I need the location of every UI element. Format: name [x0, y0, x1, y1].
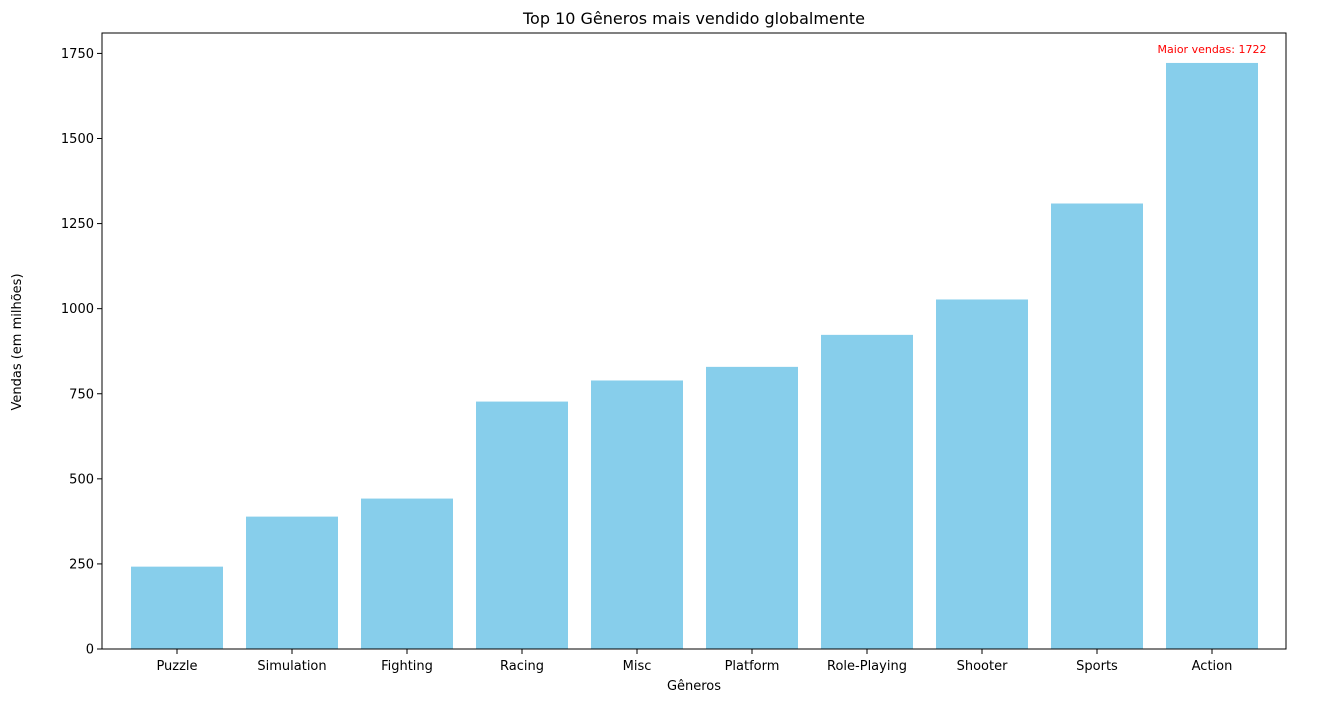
plot-frame — [101, 32, 1287, 650]
bar-platform — [706, 366, 798, 649]
x-tick-label: Action — [1192, 659, 1233, 674]
x-tick-label: Sports — [1076, 659, 1118, 674]
bar-racing — [476, 401, 568, 649]
plot-area: 0 250 500 750 1000 1250 1500 1750 Puzzle Simulati… — [61, 32, 1287, 674]
x-axis-label: Gêneros — [667, 679, 721, 694]
x-tick-label: Simulation — [257, 659, 326, 674]
y-tick-label: 250 — [69, 557, 94, 572]
x-tick-label: Misc — [623, 659, 652, 674]
y-tick-label: 750 — [69, 387, 94, 402]
bar-role-playing — [821, 334, 913, 649]
x-tick-label: Shooter — [957, 659, 1008, 674]
x-tick-label: Fighting — [381, 659, 433, 674]
bar-simulation — [246, 516, 338, 649]
bar-shooter — [936, 299, 1028, 649]
x-tick-label: Racing — [500, 659, 544, 674]
bar-sports — [1051, 203, 1143, 649]
y-tick-label: 1500 — [61, 132, 94, 147]
y-tick-label: 0 — [86, 643, 94, 658]
y-axis-label: Vendas (em milhões) — [10, 273, 25, 410]
y-tick-label: 1000 — [61, 302, 94, 317]
bar-misc — [591, 380, 683, 649]
x-tick-label: Role-Playing — [827, 659, 907, 674]
bar-puzzle — [131, 566, 223, 649]
bar-action — [1166, 62, 1258, 649]
max-sales-annotation: Maior vendas: 1722 — [1158, 43, 1267, 56]
y-tick-label: 1750 — [61, 47, 94, 62]
chart-title: Top 10 Gêneros mais vendido globalmente — [522, 9, 865, 28]
y-tick-label: 1250 — [61, 217, 94, 232]
x-tick-label: Puzzle — [156, 659, 197, 674]
bar-fighting — [361, 498, 453, 649]
x-tick-label: Platform — [725, 659, 780, 674]
y-tick-label: 500 — [69, 472, 94, 487]
